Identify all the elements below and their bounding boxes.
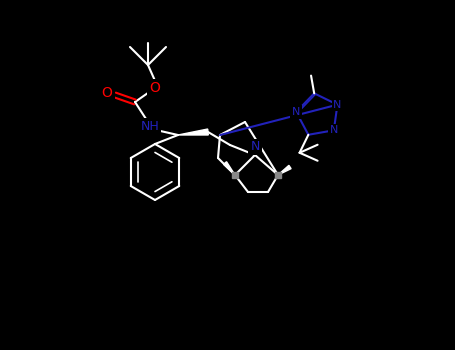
Text: N: N <box>329 125 338 135</box>
Polygon shape <box>178 129 208 135</box>
Text: N: N <box>250 140 260 154</box>
Polygon shape <box>278 165 291 175</box>
Text: O: O <box>150 81 161 95</box>
Text: NH: NH <box>141 119 159 133</box>
Polygon shape <box>223 162 235 175</box>
Text: O: O <box>101 86 112 100</box>
Text: N: N <box>292 107 300 117</box>
Text: N: N <box>333 100 342 110</box>
